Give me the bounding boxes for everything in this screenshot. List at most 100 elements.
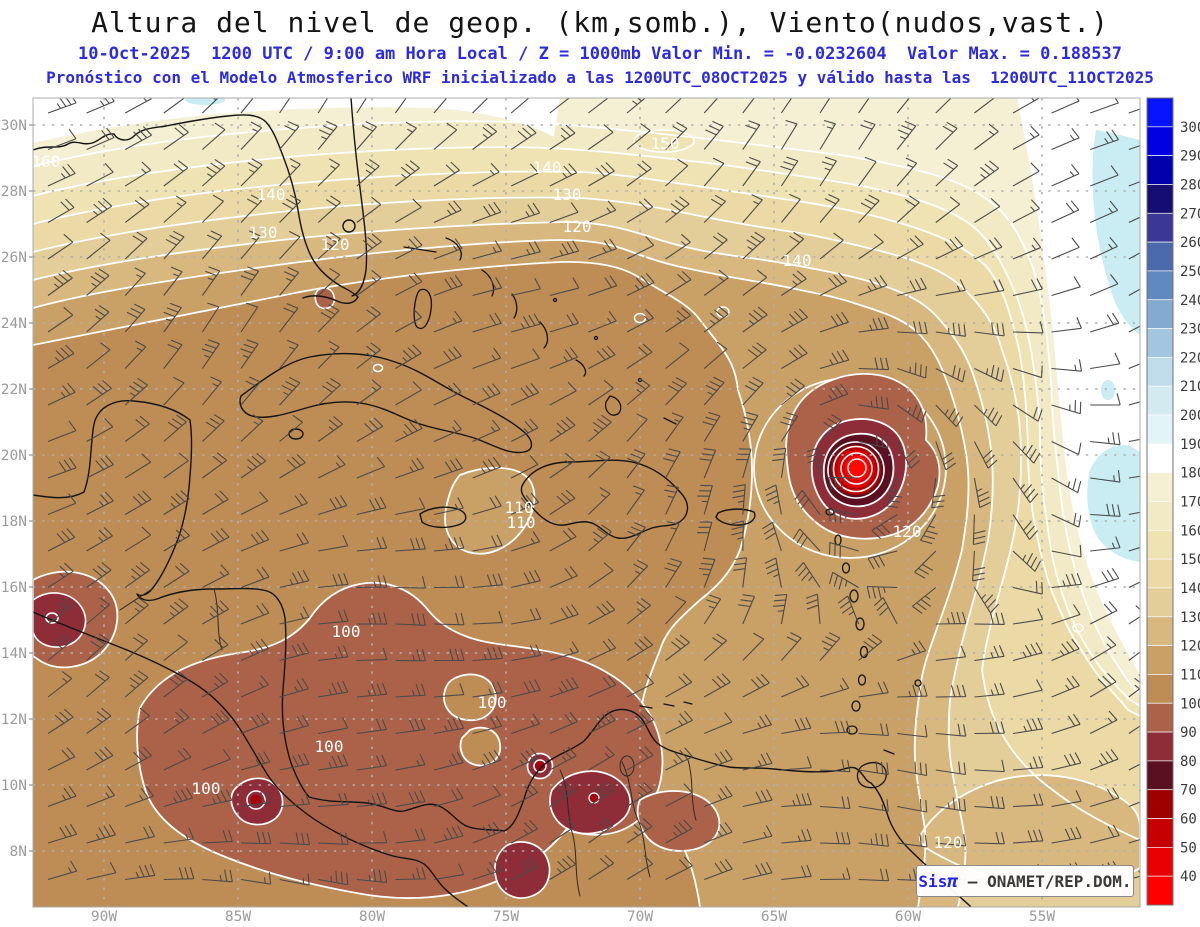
contour-value-label: 110 <box>507 513 536 532</box>
wind-barb <box>772 593 788 625</box>
wind-barb <box>510 383 539 406</box>
wind-barb <box>858 760 889 776</box>
wind-barb <box>240 603 270 625</box>
wind-barb <box>124 303 146 333</box>
lake-okeechobee <box>342 219 356 233</box>
wind-barb <box>240 414 264 442</box>
wind-barb <box>742 269 768 296</box>
wind-barb <box>896 235 924 260</box>
wind-barb <box>742 673 770 698</box>
wind-barb <box>780 193 801 223</box>
wind-barb <box>665 271 692 296</box>
wind-barb <box>588 781 614 807</box>
wind-barb <box>703 594 722 625</box>
wind-barb <box>935 684 967 698</box>
wind-barb <box>549 202 579 224</box>
wind-barb <box>240 566 270 589</box>
wind-barb <box>279 158 301 187</box>
wind-barb <box>780 412 799 442</box>
colorbar-cell <box>1146 760 1174 791</box>
wind-barb <box>395 753 426 771</box>
wind-barb <box>780 156 799 187</box>
wind-barb <box>1089 274 1119 297</box>
wind-barb <box>819 796 851 810</box>
wind-barb <box>974 364 1005 383</box>
colorbar-label: 60 <box>1180 812 1197 828</box>
model-info-subtitle: Pronóstico con el Modelo Atmosferico WRF… <box>46 68 1154 87</box>
wind-barb <box>1090 165 1119 187</box>
wind-barb <box>664 484 680 515</box>
wind-barb <box>1089 749 1119 771</box>
wind-barb <box>935 404 964 428</box>
colorbar-cell <box>1146 847 1174 877</box>
wind-barb <box>124 670 149 698</box>
wind-barb <box>626 236 655 260</box>
wind-barb <box>974 123 999 150</box>
wind-barb <box>873 597 898 625</box>
wind-barb <box>702 411 721 442</box>
wind-barb <box>240 791 272 808</box>
wind-barb <box>858 233 884 260</box>
wind-barb <box>549 416 576 442</box>
wind-barb <box>781 864 812 881</box>
wind-barb <box>163 230 185 260</box>
wind-barb <box>626 160 652 187</box>
lon-tick-label: 75W <box>493 909 519 925</box>
wind-barb <box>395 828 426 844</box>
colorbar-label: 290 <box>1180 149 1200 165</box>
wind-barb <box>626 855 654 880</box>
wind-barb <box>742 825 773 844</box>
wind-barb <box>47 420 77 443</box>
wind-barb <box>395 613 426 626</box>
wind-barb <box>124 415 150 442</box>
wind-barb <box>240 529 270 552</box>
wind-barb <box>703 157 725 187</box>
colorbar-label: 180 <box>1180 466 1200 482</box>
wind-barb <box>125 825 155 844</box>
wind-barb <box>472 715 503 735</box>
wind-barb <box>698 557 716 588</box>
wind-barb <box>163 526 190 552</box>
colorbar-cell <box>1146 587 1174 618</box>
wind-barb <box>86 127 115 151</box>
wind-barb <box>1012 365 1043 379</box>
wind-barb <box>510 747 539 771</box>
field-strip-180-gulfcoast <box>33 98 560 142</box>
field-ring-nicaragua <box>246 790 266 810</box>
wind-barb <box>394 98 414 114</box>
lon-tick-label: 85W <box>225 909 251 925</box>
wind-barb <box>240 751 271 771</box>
contour-value-label: 120 <box>934 833 963 852</box>
wind-barb <box>47 344 75 369</box>
wind-barb <box>510 418 539 442</box>
wind-barb <box>588 450 611 479</box>
wind-barb <box>626 343 653 369</box>
wind-barb <box>935 322 967 337</box>
lat-tick-label: 26N <box>1 250 27 266</box>
wind-barb <box>626 273 655 296</box>
wind-barb <box>626 198 654 223</box>
colorbar-cell <box>1146 299 1174 329</box>
wind-barb <box>395 198 422 223</box>
wind-barb <box>395 235 423 260</box>
wind-barb <box>317 158 340 187</box>
wind-barb <box>1051 164 1080 187</box>
wind-barb <box>764 484 782 515</box>
wind-barb <box>433 825 464 844</box>
lat-tick-label: 10N <box>1 778 27 794</box>
wind-barb <box>124 98 152 114</box>
wind-barb <box>356 121 377 150</box>
wind-barb <box>86 305 110 333</box>
wind-barb <box>837 595 860 625</box>
wind-barb <box>124 340 147 369</box>
wind-barb <box>356 233 382 260</box>
wind-barb <box>318 609 349 625</box>
wind-barb <box>896 98 917 114</box>
wind-barb <box>742 342 767 369</box>
wind-barb <box>163 866 195 881</box>
wind-barb <box>86 785 115 808</box>
wind-barb <box>897 834 928 848</box>
wind-barb <box>935 645 967 662</box>
wind-barb <box>549 163 578 187</box>
